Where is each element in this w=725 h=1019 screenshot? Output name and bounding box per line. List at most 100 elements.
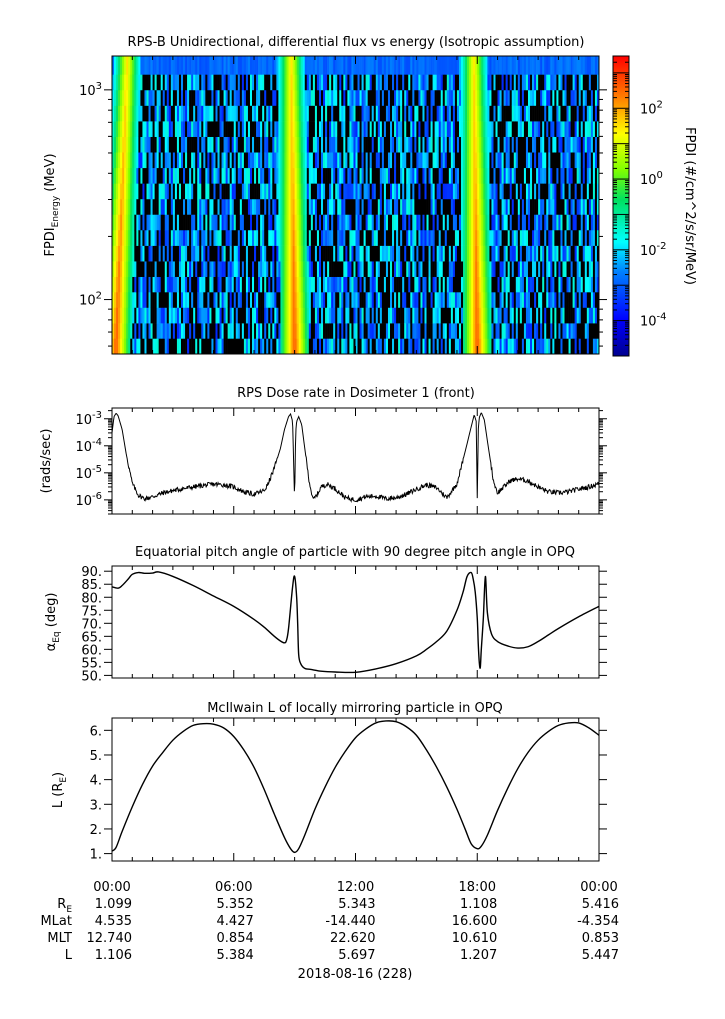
spectrogram-cell xyxy=(318,56,322,75)
spectrogram-cell xyxy=(552,121,555,137)
spectrogram-cell xyxy=(329,56,332,75)
spectrogram-cell xyxy=(379,89,383,106)
spectrogram-cell xyxy=(158,214,161,231)
spectrogram-cell xyxy=(594,276,598,293)
spectrogram-cell xyxy=(245,167,249,184)
spectrogram-cell xyxy=(268,229,271,246)
spectrogram-cell xyxy=(323,74,326,91)
spectrogram-cell xyxy=(138,307,141,324)
spectrogram-cell xyxy=(373,183,377,200)
spectrogram-cell xyxy=(266,307,269,324)
spectrogram-cell xyxy=(187,167,190,184)
spectrogram-cell xyxy=(154,152,157,169)
spectrogram-cell xyxy=(471,323,474,339)
spectrogram-cell xyxy=(582,229,586,246)
spectrogram-cell xyxy=(558,183,561,200)
spectrogram-cell xyxy=(562,292,565,308)
spectrogram-cell xyxy=(465,136,468,153)
spectrogram-cell xyxy=(154,74,157,91)
spectrogram-cell xyxy=(574,338,577,354)
spectrogram-cell xyxy=(219,229,222,246)
spectrogram-cell xyxy=(367,276,371,293)
spectrogram-cell xyxy=(495,323,498,339)
spectrogram-cell xyxy=(233,338,237,354)
spectrogram-cell xyxy=(233,323,237,339)
spectrogram-cell xyxy=(144,152,147,169)
spectrogram-cell xyxy=(515,89,519,106)
spectrogram-cell xyxy=(426,292,429,308)
spectrogram-cell xyxy=(387,105,391,122)
spectrogram-cell xyxy=(284,276,287,293)
spectrogram-cell xyxy=(339,121,342,137)
spectrogram-cell xyxy=(420,56,423,75)
spectrogram-cell xyxy=(387,56,391,75)
spectrogram-cell xyxy=(310,136,314,153)
spectrogram-cell xyxy=(144,121,147,137)
spectrogram-cell xyxy=(517,56,521,75)
spectrogram-cell xyxy=(114,338,117,354)
spectrogram-cell xyxy=(124,214,127,231)
spectrogram-cell xyxy=(258,105,261,122)
spectrogram-cell xyxy=(485,261,488,277)
spectrogram-cell xyxy=(487,307,490,324)
spectrogram-cell xyxy=(333,276,336,293)
spectrogram-cell xyxy=(458,214,462,231)
spectrogram-cell xyxy=(475,338,478,354)
spectrogram-cell xyxy=(414,198,417,215)
spectrogram-cell xyxy=(195,245,198,262)
spectrogram-cell xyxy=(296,338,299,354)
spectrogram-cell xyxy=(296,89,299,106)
spectrogram-cell xyxy=(509,307,513,324)
spectrogram-cell xyxy=(450,229,454,246)
spectrogram-cell xyxy=(353,152,356,169)
spectrogram-cell xyxy=(491,89,494,106)
spectrogram-cell xyxy=(442,245,446,262)
spectrogram-cell xyxy=(247,338,251,354)
spectrogram-cell xyxy=(538,136,541,153)
spectrogram-cell xyxy=(540,56,543,75)
spectrogram-cell xyxy=(418,152,421,169)
spectrogram-cell xyxy=(241,152,245,169)
spectrogram-cell xyxy=(223,307,226,324)
spectrogram-cell xyxy=(461,136,464,153)
spectrogram-cell xyxy=(519,338,523,354)
spectrogram-cell xyxy=(456,292,460,308)
spectrogram-cell xyxy=(513,136,517,153)
spectrogram-cell xyxy=(458,56,462,75)
spectrogram-cell xyxy=(434,136,437,153)
spectrogram-cell xyxy=(132,338,135,354)
spectrogram-cell xyxy=(343,136,346,153)
spectrogram-cell xyxy=(245,198,249,215)
spectrogram-cell xyxy=(333,292,336,308)
spectrogram-cell xyxy=(150,245,153,262)
spectrogram-cell xyxy=(353,167,356,184)
spectrogram-cell xyxy=(392,167,395,184)
spectrogram-cell xyxy=(231,183,235,200)
spectrogram-cell xyxy=(463,105,466,122)
spectrogram-cell xyxy=(152,276,155,293)
spectrogram-cell xyxy=(392,323,395,339)
spectrogram-cell xyxy=(166,183,170,200)
spectrogram-cell xyxy=(126,152,129,169)
spectrogram-cell xyxy=(160,276,164,293)
spectrogram-cell xyxy=(367,167,371,184)
spectrogram-cell xyxy=(424,292,427,308)
spectrogram-cell xyxy=(343,323,346,339)
spectrogram-cell xyxy=(590,307,594,324)
spectrogram-cell xyxy=(178,121,182,137)
spectrogram-cell xyxy=(406,183,409,200)
spectrogram-cell xyxy=(325,338,328,354)
spectrogram-cell xyxy=(284,183,287,200)
spectrogram-cell xyxy=(300,198,304,215)
spectrogram-cell xyxy=(542,136,545,153)
spectrogram-cell xyxy=(517,121,521,137)
spectrogram-cell xyxy=(136,229,139,246)
spectrogram-cell xyxy=(412,338,415,354)
spectrogram-cell xyxy=(505,167,508,184)
spectrogram-cell xyxy=(509,323,513,339)
spectrogram-cell xyxy=(166,307,170,324)
spectrogram-cell xyxy=(138,261,141,277)
spectrogram-cell xyxy=(394,323,397,339)
spectrogram-cell xyxy=(331,56,334,75)
